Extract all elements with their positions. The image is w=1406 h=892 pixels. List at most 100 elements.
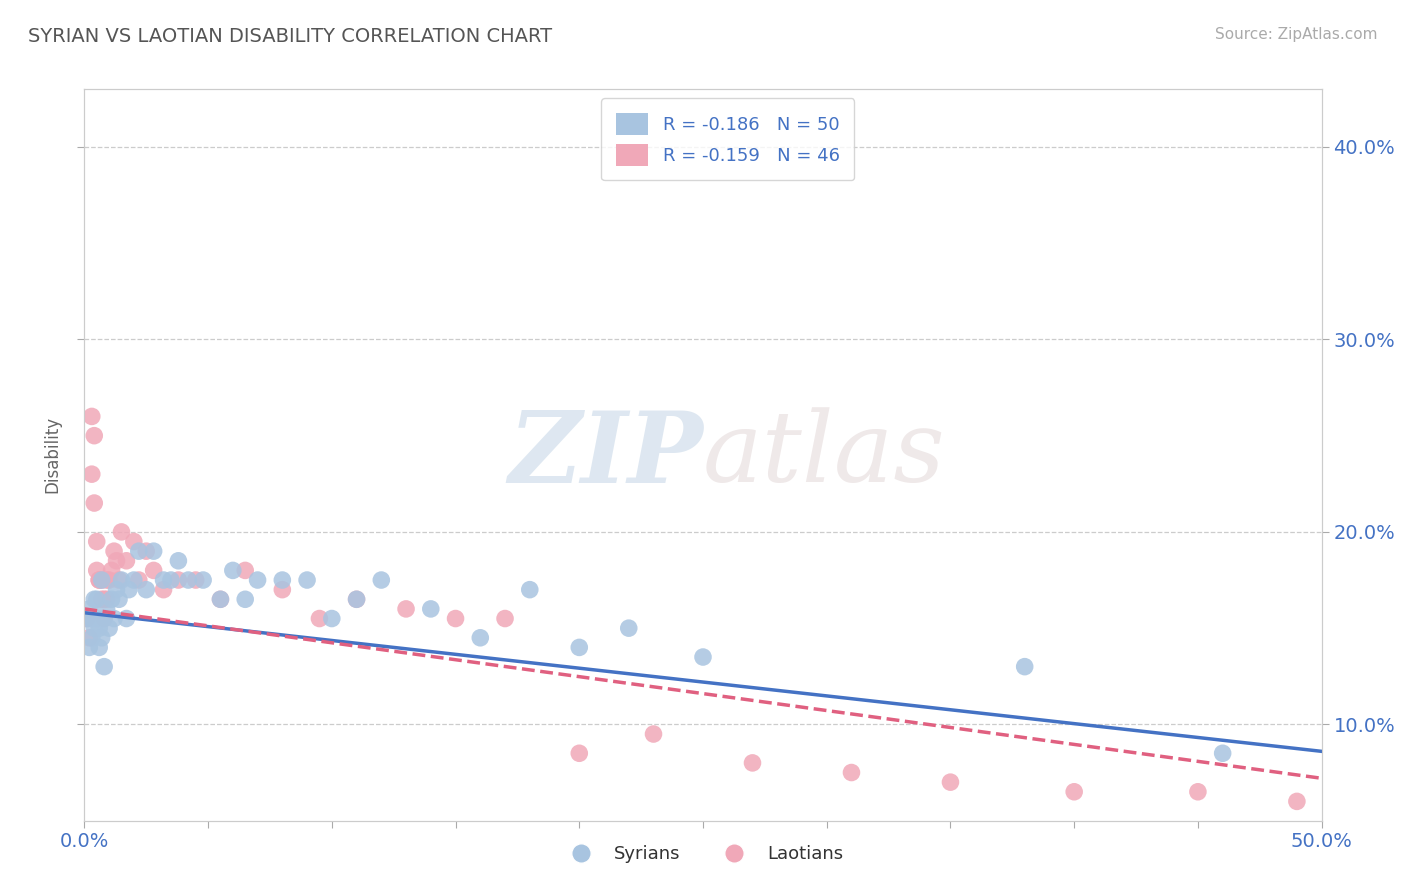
Point bbox=[98, 573, 121, 587]
Point bbox=[939, 775, 962, 789]
Point bbox=[568, 640, 591, 655]
Point bbox=[89, 640, 111, 655]
Point bbox=[79, 602, 101, 616]
Point bbox=[321, 611, 343, 625]
Point bbox=[86, 611, 108, 625]
Point bbox=[96, 592, 118, 607]
Text: Source: ZipAtlas.com: Source: ZipAtlas.com bbox=[1215, 27, 1378, 42]
Point bbox=[90, 573, 112, 587]
Point bbox=[86, 592, 108, 607]
Point bbox=[167, 573, 190, 587]
Point bbox=[83, 428, 105, 442]
Point bbox=[83, 496, 105, 510]
Point bbox=[100, 563, 122, 577]
Point bbox=[519, 582, 541, 597]
Point bbox=[80, 631, 103, 645]
Point bbox=[1014, 659, 1036, 673]
Point bbox=[643, 727, 665, 741]
Text: SYRIAN VS LAOTIAN DISABILITY CORRELATION CHART: SYRIAN VS LAOTIAN DISABILITY CORRELATION… bbox=[28, 27, 553, 45]
Point bbox=[103, 544, 125, 558]
Point bbox=[86, 534, 108, 549]
Point bbox=[76, 611, 98, 625]
Point bbox=[90, 631, 112, 645]
Point bbox=[1212, 746, 1234, 760]
Point bbox=[692, 650, 714, 665]
Point bbox=[128, 544, 150, 558]
Point bbox=[83, 621, 105, 635]
Point bbox=[80, 467, 103, 482]
Point bbox=[100, 592, 122, 607]
Point bbox=[271, 573, 294, 587]
Point bbox=[108, 573, 131, 587]
Point bbox=[419, 602, 441, 616]
Point bbox=[79, 640, 101, 655]
Point bbox=[128, 573, 150, 587]
Point bbox=[80, 611, 103, 625]
Point bbox=[233, 592, 256, 607]
Point bbox=[93, 611, 115, 625]
Point bbox=[86, 563, 108, 577]
Point bbox=[346, 592, 368, 607]
Point bbox=[308, 611, 330, 625]
Point bbox=[110, 524, 132, 539]
Point bbox=[152, 582, 174, 597]
Point bbox=[370, 573, 392, 587]
Point bbox=[93, 611, 115, 625]
Point bbox=[142, 563, 165, 577]
Point bbox=[110, 573, 132, 587]
Point bbox=[83, 592, 105, 607]
Text: atlas: atlas bbox=[703, 408, 946, 502]
Point bbox=[90, 592, 112, 607]
Point bbox=[89, 621, 111, 635]
Point bbox=[841, 765, 863, 780]
Point bbox=[209, 592, 232, 607]
Point bbox=[115, 611, 138, 625]
Point bbox=[222, 563, 245, 577]
Point bbox=[1187, 785, 1209, 799]
Point bbox=[246, 573, 269, 587]
Point bbox=[470, 631, 492, 645]
Point bbox=[167, 554, 190, 568]
Point bbox=[90, 573, 112, 587]
Point bbox=[135, 582, 157, 597]
Point bbox=[1063, 785, 1085, 799]
Point bbox=[105, 582, 128, 597]
Point bbox=[105, 554, 128, 568]
Point bbox=[295, 573, 318, 587]
Point bbox=[115, 554, 138, 568]
Point bbox=[122, 573, 145, 587]
Point bbox=[568, 746, 591, 760]
Point bbox=[96, 602, 118, 616]
Point bbox=[89, 573, 111, 587]
Point bbox=[494, 611, 516, 625]
Point bbox=[346, 592, 368, 607]
Point bbox=[96, 573, 118, 587]
Point bbox=[135, 544, 157, 558]
Y-axis label: Disability: Disability bbox=[44, 417, 62, 493]
Point bbox=[1285, 794, 1308, 808]
Point bbox=[395, 602, 418, 616]
Point bbox=[142, 544, 165, 558]
Point bbox=[118, 582, 141, 597]
Point bbox=[177, 573, 200, 587]
Point bbox=[444, 611, 467, 625]
Point bbox=[89, 573, 111, 587]
Point bbox=[93, 592, 115, 607]
Point bbox=[741, 756, 763, 770]
Legend: Syrians, Laotians: Syrians, Laotians bbox=[555, 838, 851, 870]
Point bbox=[108, 592, 131, 607]
Point bbox=[160, 573, 183, 587]
Point bbox=[103, 611, 125, 625]
Point bbox=[98, 621, 121, 635]
Point bbox=[184, 573, 207, 587]
Point bbox=[76, 611, 98, 625]
Point bbox=[209, 592, 232, 607]
Point bbox=[617, 621, 640, 635]
Text: ZIP: ZIP bbox=[508, 407, 703, 503]
Point bbox=[122, 534, 145, 549]
Point bbox=[79, 631, 101, 645]
Point bbox=[80, 409, 103, 424]
Point bbox=[233, 563, 256, 577]
Point bbox=[191, 573, 214, 587]
Point bbox=[152, 573, 174, 587]
